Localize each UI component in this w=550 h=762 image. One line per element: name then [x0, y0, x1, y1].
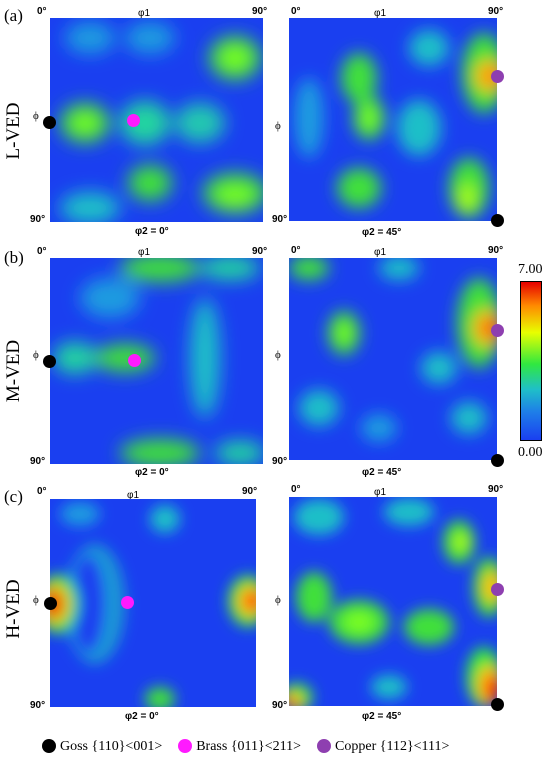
row-label-h-ved: H-VED	[3, 579, 24, 639]
tick-bottom: 90°	[30, 456, 46, 467]
tick-left-origin: 0°	[291, 245, 301, 256]
odf-map-a-phi2-0	[50, 18, 263, 222]
phi-label: ϕ	[275, 594, 281, 606]
goss-marker	[491, 698, 504, 711]
brass-legend-dot	[178, 739, 193, 754]
odf-map-b-phi2-45	[289, 258, 497, 460]
phi-label: ϕ	[33, 594, 39, 606]
odf-map-b-phi2-0	[50, 258, 263, 464]
odf-map-a-phi2-45	[289, 18, 497, 221]
caption-phi2-45: φ2 = 45°	[362, 227, 402, 238]
tick-right-end: 90°	[488, 245, 504, 256]
phi1-label: φ1	[138, 8, 151, 19]
goss-marker	[43, 116, 56, 129]
legend-goss-label: Goss {110}<001>	[60, 739, 163, 754]
tick-right-end: 90°	[488, 484, 504, 495]
panel-label-c: (c)	[4, 487, 23, 506]
tick-right-end: 90°	[488, 6, 504, 17]
colorbar-min-label: 0.00	[518, 445, 543, 460]
phi1-label: φ1	[127, 490, 140, 501]
tick-bottom: 90°	[272, 700, 288, 711]
legend: Goss {110}<001> Brass {011}<211> Copper …	[42, 737, 542, 755]
panel-label-b: (b)	[4, 248, 24, 267]
tick-left-origin: 0°	[37, 6, 47, 17]
caption-phi2-45: φ2 = 45°	[362, 467, 402, 478]
caption-phi2-0: φ2 = 0°	[135, 226, 169, 237]
copper-marker	[491, 324, 504, 337]
phi1-label: φ1	[374, 8, 387, 19]
copper-marker	[491, 583, 504, 596]
phi1-label: φ1	[374, 487, 387, 498]
goss-marker	[43, 355, 56, 368]
brass-marker	[128, 354, 141, 367]
goss-marker	[491, 454, 504, 467]
phi-label: ϕ	[275, 120, 281, 132]
copper-marker	[491, 70, 504, 83]
legend-brass-label: Brass {011}<211>	[196, 739, 302, 754]
caption-phi2-45: φ2 = 45°	[362, 711, 402, 722]
colorbar	[520, 281, 542, 441]
tick-right-end: 90°	[252, 246, 268, 257]
legend-copper-label: Copper {112}<111>	[335, 739, 450, 754]
copper-legend-dot	[317, 739, 332, 754]
goss-legend-dot	[42, 739, 56, 754]
phi1-label: φ1	[374, 247, 387, 258]
goss-marker	[491, 214, 504, 227]
tick-left-origin: 0°	[37, 246, 47, 257]
tick-bottom: 90°	[272, 456, 288, 467]
phi1-label: φ1	[138, 247, 151, 258]
goss-marker	[44, 597, 57, 610]
phi-label: ϕ	[33, 110, 39, 122]
row-label-m-ved: M-VED	[3, 339, 24, 403]
colorbar-max-label: 7.00	[518, 262, 543, 277]
brass-marker	[127, 114, 140, 127]
phi-label: ϕ	[33, 349, 39, 361]
brass-marker	[121, 596, 134, 609]
tick-left-origin: 0°	[291, 6, 301, 17]
tick-right-end: 90°	[242, 486, 258, 497]
odf-map-c-phi2-0	[50, 499, 256, 707]
row-label-l-ved: L-VED	[3, 102, 24, 160]
caption-phi2-0: φ2 = 0°	[125, 711, 159, 722]
tick-left-origin: 0°	[37, 486, 47, 497]
tick-bottom: 90°	[30, 214, 46, 225]
tick-bottom: 90°	[272, 214, 288, 225]
phi-label: ϕ	[275, 349, 281, 361]
panel-label-a: (a)	[4, 6, 23, 25]
tick-right-end: 90°	[252, 6, 268, 17]
tick-bottom: 90°	[30, 700, 46, 711]
odf-map-c-phi2-45	[289, 497, 497, 706]
caption-phi2-0: φ2 = 0°	[135, 467, 169, 478]
tick-left-origin: 0°	[291, 484, 301, 495]
